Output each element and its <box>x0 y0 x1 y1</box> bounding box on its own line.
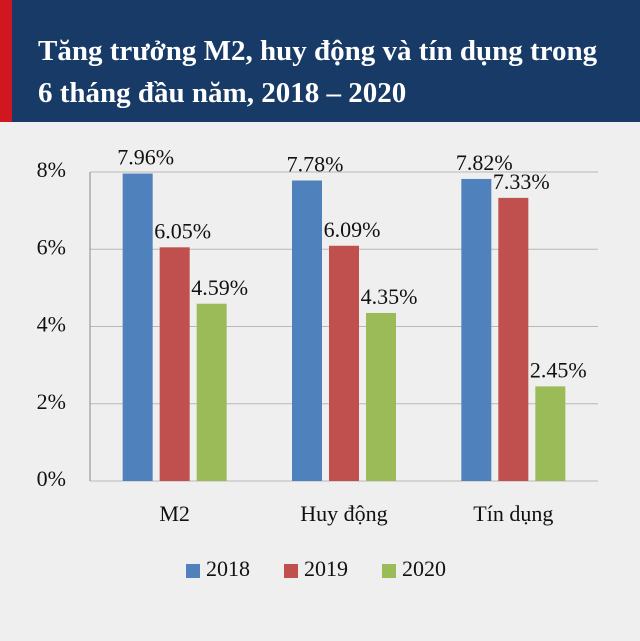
bar <box>292 180 322 481</box>
accent-strip <box>0 0 12 122</box>
legend-swatch <box>382 564 396 578</box>
data-label: 2.45% <box>530 357 587 382</box>
data-label: 7.33% <box>493 169 550 194</box>
y-tick-label: 6% <box>37 234 66 259</box>
bar <box>159 247 190 481</box>
bar <box>535 386 566 481</box>
header <box>0 0 640 122</box>
bar <box>461 178 492 481</box>
legend-label: 2019 <box>304 556 348 581</box>
bar <box>366 312 396 481</box>
y-tick-label: 2% <box>37 389 66 414</box>
legend-label: 2018 <box>206 556 250 581</box>
bar <box>329 245 359 481</box>
chart-title: Tăng trưởng M2, huy động và tín dụng tro… <box>38 35 598 109</box>
y-tick-label: 4% <box>37 312 66 337</box>
data-label: 6.05% <box>154 218 211 243</box>
data-label: 4.35% <box>361 284 418 309</box>
x-tick-label: M2 <box>159 501 190 526</box>
data-label: 7.96% <box>117 145 174 170</box>
data-label: 7.82% <box>456 150 513 175</box>
bar <box>196 303 227 481</box>
legend-label: 2020 <box>402 556 446 581</box>
y-tick-label: 8% <box>37 157 66 182</box>
legend-swatch <box>186 564 200 578</box>
legend-swatch <box>284 564 298 578</box>
y-tick-label: 0% <box>37 466 66 491</box>
bar <box>498 197 529 481</box>
bar <box>122 173 153 482</box>
data-label: 7.78% <box>287 152 344 177</box>
x-tick-label: Huy động <box>300 501 387 526</box>
x-tick-label: Tín dụng <box>473 501 553 526</box>
data-label: 6.09% <box>324 217 381 242</box>
data-label: 4.59% <box>191 275 248 300</box>
